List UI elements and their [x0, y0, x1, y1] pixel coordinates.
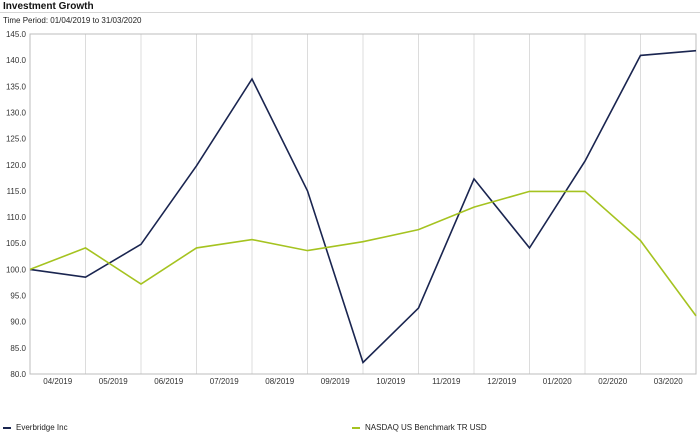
- legend-swatch-series-2: [352, 426, 360, 429]
- chart-subtitle: Time Period: 01/04/2019 to 31/03/2020: [3, 16, 142, 25]
- y-tick-label: 120.0: [6, 161, 27, 170]
- series-line-2: [29, 190, 697, 317]
- x-tick-label: 05/2019: [99, 377, 128, 386]
- x-tick-label: 11/2019: [432, 377, 461, 386]
- y-tick-label: 95.0: [10, 292, 26, 301]
- y-tick-label: 140.0: [6, 56, 27, 65]
- x-tick-label: 12/2019: [487, 377, 516, 386]
- legend-label-series-2: NASDAQ US Benchmark TR USD: [365, 423, 487, 432]
- x-tick-label: 08/2019: [265, 377, 294, 386]
- series-line-1: [29, 49, 697, 364]
- chart-title: Investment Growth: [3, 1, 94, 12]
- x-tick-label: 03/2020: [654, 377, 683, 386]
- legend-label-series-1: Everbridge Inc: [16, 423, 68, 432]
- y-tick-label: 110.0: [7, 213, 27, 222]
- plot-area-frame: [29, 33, 697, 375]
- x-tick-label: 04/2019: [43, 377, 72, 386]
- y-tick-label: 135.0: [6, 82, 27, 91]
- legend-item-series-1: Everbridge Inc: [3, 423, 68, 432]
- y-tick-label: 145.0: [6, 30, 27, 39]
- y-tick-label: 100.0: [6, 265, 27, 274]
- y-tick-label: 80.0: [10, 370, 26, 379]
- y-tick-label: 85.0: [10, 344, 26, 353]
- y-tick-label: 115.0: [7, 187, 27, 196]
- legend-swatch-series-1: [3, 426, 11, 429]
- y-tick-label: 90.0: [10, 318, 26, 327]
- x-tick-label: 07/2019: [210, 377, 239, 386]
- legend-item-series-2: NASDAQ US Benchmark TR USD: [352, 423, 487, 432]
- x-tick-label: 01/2020: [543, 377, 572, 386]
- chart-legend: Everbridge Inc NASDAQ US Benchmark TR US…: [0, 423, 700, 435]
- investment-growth-chart: 80.0 85.0 90.0 95.0 100.0 105.0 110.0 115.0 120.…: [6, 30, 697, 386]
- y-tick-label: 105.0: [6, 239, 27, 248]
- header-divider: [0, 12, 700, 13]
- y-tick-label: 125.0: [6, 135, 27, 144]
- x-tick-label: 09/2019: [321, 377, 350, 386]
- x-tick-label: 02/2020: [598, 377, 627, 386]
- x-tick-label: 10/2019: [376, 377, 405, 386]
- y-tick-label: 130.0: [6, 108, 27, 117]
- x-tick-label: 06/2019: [154, 377, 183, 386]
